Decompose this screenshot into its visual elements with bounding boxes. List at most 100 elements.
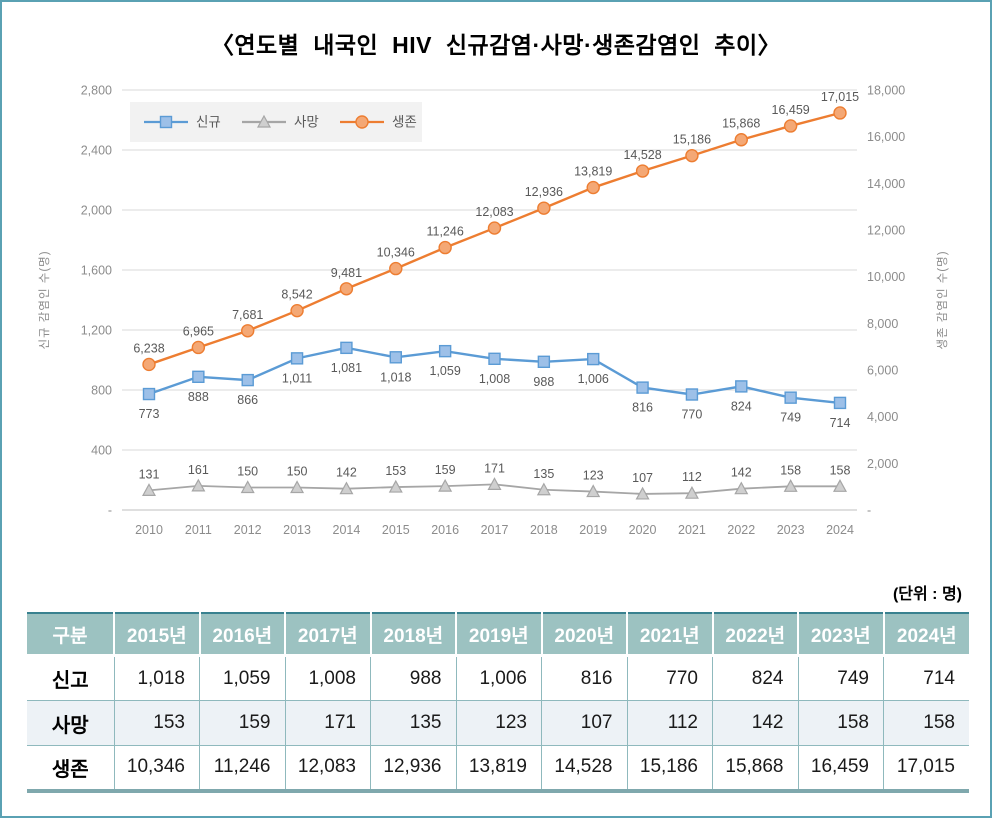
svg-text:2015: 2015 xyxy=(382,523,410,537)
data-label: 988 xyxy=(533,375,554,389)
data-label: 1,008 xyxy=(479,372,510,386)
svg-text:2017: 2017 xyxy=(481,523,509,537)
table-cell: 988 xyxy=(370,655,457,701)
table-cell: 107 xyxy=(541,700,628,746)
data-label: 131 xyxy=(139,467,160,481)
svg-text:-: - xyxy=(108,504,112,518)
data-label: 6,238 xyxy=(133,341,164,355)
series-survivors: 6,238 6,965 7,681 8,542 9,481 10,346 11,246 12,… xyxy=(133,90,859,372)
svg-text:8,000: 8,000 xyxy=(867,317,898,331)
table-cell: 12,083 xyxy=(284,745,371,791)
svg-text:사망: 사망 xyxy=(294,115,319,130)
table-row: 생존 10,346 11,246 12,083 12,936 13,819 14,528 15… xyxy=(27,745,969,791)
table-cell: 158 xyxy=(883,700,969,746)
right-axis-title: 생존 감염인 수(명) xyxy=(936,250,949,349)
data-label: 11,246 xyxy=(426,225,463,239)
table-cell: 824 xyxy=(712,655,799,701)
data-label: 12,083 xyxy=(475,205,513,219)
table-cell: 123 xyxy=(455,700,542,746)
table-cell: 10,346 xyxy=(113,745,200,791)
row-label: 사망 xyxy=(27,700,115,746)
data-label: 16,459 xyxy=(772,103,810,117)
col-header-year: 2016년 xyxy=(198,613,285,657)
data-label: 1,006 xyxy=(578,372,609,386)
data-label: 15,186 xyxy=(673,133,711,147)
data-label: 888 xyxy=(188,390,209,404)
left-axis-title: 신규 감염인 수(명) xyxy=(38,250,51,349)
data-label: 12,936 xyxy=(525,185,563,199)
data-label: 123 xyxy=(583,469,604,483)
table-cell: 14,528 xyxy=(541,745,628,791)
col-header-year: 2024년 xyxy=(882,613,969,657)
data-label: 142 xyxy=(336,466,357,480)
svg-text:16,000: 16,000 xyxy=(867,130,905,144)
data-label: 153 xyxy=(385,464,406,478)
svg-text:2021: 2021 xyxy=(678,523,706,537)
svg-text:400: 400 xyxy=(91,444,112,458)
data-label: 6,965 xyxy=(183,324,214,338)
table-cell: 1,006 xyxy=(455,655,542,701)
data-label: 158 xyxy=(780,463,801,477)
data-label: 770 xyxy=(681,408,702,422)
svg-text:2,400: 2,400 xyxy=(81,144,112,158)
svg-text:2024: 2024 xyxy=(826,523,854,537)
table-cell: 153 xyxy=(113,700,200,746)
legend: 신규 사망 생존 xyxy=(130,102,422,142)
col-header-year: 2017년 xyxy=(284,613,371,657)
line-chart: 2,800 2,400 2,000 1,600 1,200 800 400 - 18,000 16… xyxy=(38,84,949,538)
data-label: 1,081 xyxy=(331,361,362,375)
svg-text:800: 800 xyxy=(91,384,112,398)
table-row: 신고 1,018 1,059 1,008 988 1,006 816 770 824 749 714 xyxy=(27,655,969,701)
table-row: 사망 153 159 171 135 123 107 112 142 158 158 xyxy=(27,700,969,746)
table-cell: 135 xyxy=(370,700,457,746)
table-cell: 11,246 xyxy=(199,745,286,791)
svg-text:2016: 2016 xyxy=(431,523,459,537)
data-label: 161 xyxy=(188,463,209,477)
table-cell: 749 xyxy=(797,655,884,701)
col-header-year: 2023년 xyxy=(797,613,884,657)
data-label: 824 xyxy=(731,399,752,413)
svg-text:14,000: 14,000 xyxy=(867,177,905,191)
right-axis: 18,000 16,000 14,000 12,000 10,000 8,000 6,000… xyxy=(867,84,905,518)
table-cell: 17,015 xyxy=(883,745,969,791)
table-cell: 770 xyxy=(626,655,713,701)
svg-text:6,000: 6,000 xyxy=(867,364,898,378)
svg-text:-: - xyxy=(867,504,871,518)
data-label: 150 xyxy=(237,465,258,479)
table-cell: 158 xyxy=(797,700,884,746)
col-header-year: 2021년 xyxy=(626,613,713,657)
col-header-category: 구분 xyxy=(27,613,114,657)
data-label: 1,011 xyxy=(282,371,312,385)
data-label: 714 xyxy=(830,416,851,430)
svg-text:2,000: 2,000 xyxy=(867,457,898,471)
data-label: 150 xyxy=(287,465,308,479)
data-label: 135 xyxy=(533,467,554,481)
series-deaths: 131 161 150 150 142 153 159 171 135 123 107 112 142 1… xyxy=(139,461,850,500)
data-label: 816 xyxy=(632,401,653,415)
table-cell: 1,018 xyxy=(113,655,200,701)
table-cell: 142 xyxy=(712,700,799,746)
legend-item-survivors: 생존 xyxy=(340,115,417,130)
gridlines xyxy=(122,89,857,511)
svg-text:2010: 2010 xyxy=(135,523,163,537)
data-label: 13,819 xyxy=(574,165,612,179)
col-header-year: 2015년 xyxy=(113,613,200,657)
table-cell: 1,008 xyxy=(284,655,371,701)
table-header-row: 구분 2015년 2016년 2017년 2018년 2019년 2020년 2021년 202… xyxy=(27,613,969,657)
svg-text:4,000: 4,000 xyxy=(867,410,898,424)
table-cell: 159 xyxy=(199,700,286,746)
data-label: 171 xyxy=(484,461,505,475)
col-header-year: 2022년 xyxy=(711,613,798,657)
legend-item-deaths: 사망 xyxy=(242,115,319,130)
data-label: 14,528 xyxy=(623,148,661,162)
x-axis: 2010 2011 2012 2013 2014 2015 2016 2017 2018 2019… xyxy=(135,523,854,537)
table-cell: 714 xyxy=(883,655,969,701)
table-cell: 15,868 xyxy=(712,745,799,791)
svg-text:2018: 2018 xyxy=(530,523,558,537)
col-header-year: 2019년 xyxy=(455,613,542,657)
svg-text:12,000: 12,000 xyxy=(867,224,905,238)
table-cell: 112 xyxy=(626,700,713,746)
table-cell: 1,059 xyxy=(199,655,286,701)
data-label: 749 xyxy=(780,411,801,425)
data-label: 866 xyxy=(237,393,258,407)
